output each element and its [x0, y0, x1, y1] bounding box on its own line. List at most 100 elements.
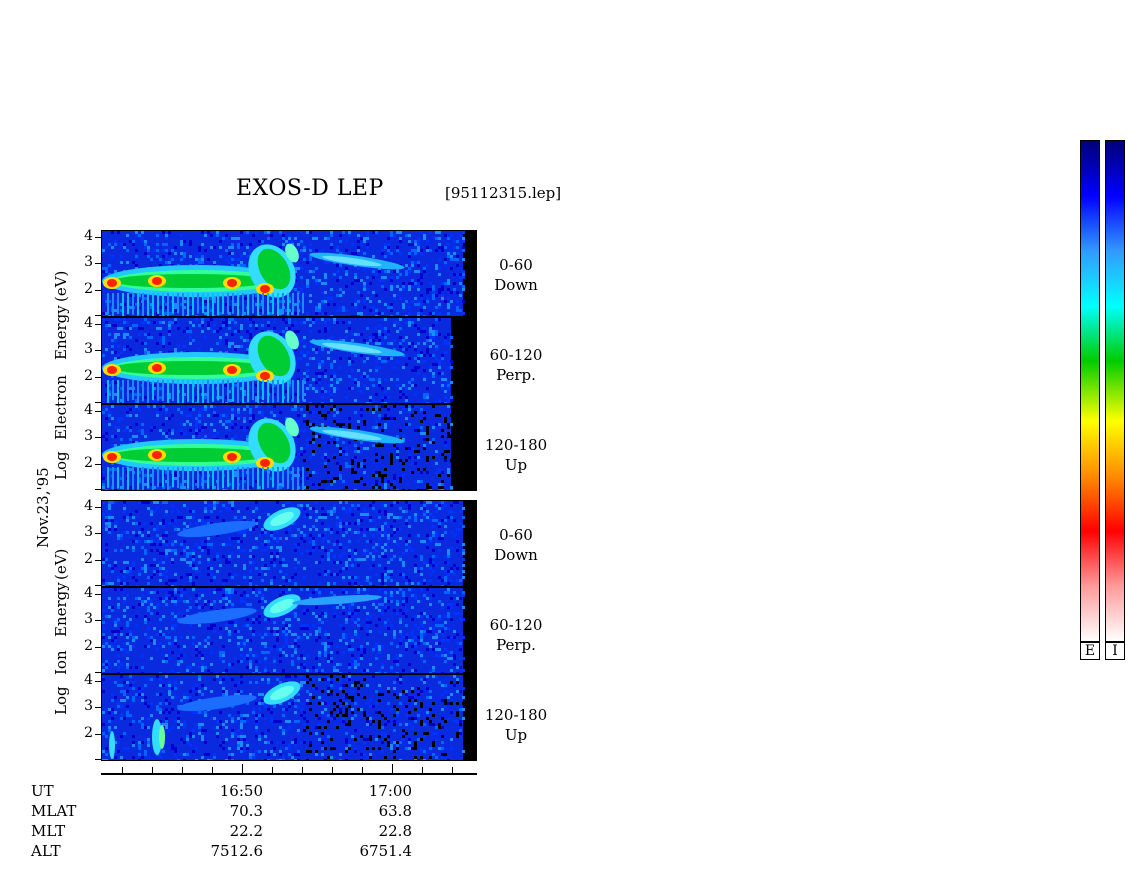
heatmap-cell	[135, 441, 138, 444]
heatmap-cell	[360, 588, 363, 591]
heatmap-cell	[201, 318, 204, 321]
heatmap-cell	[318, 366, 321, 369]
heatmap-cell	[450, 489, 453, 490]
heatmap-cell	[423, 327, 426, 330]
heatmap-cell	[324, 633, 327, 636]
flux-streak	[277, 293, 279, 316]
heatmap-cell	[123, 348, 126, 351]
heatmap-cell	[438, 486, 441, 489]
heatmap-cell	[423, 504, 426, 507]
heatmap-cell	[441, 246, 444, 249]
heatmap-cell	[228, 558, 231, 561]
heatmap-cell	[165, 417, 168, 420]
heatmap-cell	[351, 603, 354, 606]
heatmap-cell	[201, 663, 204, 666]
heatmap-cell	[450, 579, 453, 582]
heatmap-cell	[384, 474, 387, 477]
heatmap-cell	[447, 237, 450, 240]
heatmap-cell	[177, 618, 180, 621]
heatmap-cell	[414, 282, 417, 285]
heatmap-cell	[372, 486, 375, 489]
heatmap-cell	[135, 393, 138, 396]
heatmap-cell	[162, 534, 165, 537]
heatmap-cell	[384, 246, 387, 249]
heatmap-cell	[138, 294, 141, 297]
heatmap-cell	[213, 558, 216, 561]
heatmap-cell	[171, 549, 174, 552]
heatmap-cell	[174, 585, 177, 586]
heatmap-cell	[138, 471, 141, 474]
heatmap-cell	[360, 654, 363, 657]
heatmap-cell	[378, 312, 381, 315]
heatmap-cell	[399, 288, 402, 291]
heatmap-cell	[309, 540, 312, 543]
heatmap-cell	[183, 585, 186, 586]
heatmap-cell	[126, 633, 129, 636]
heatmap-cell	[138, 306, 141, 309]
heatmap-cell	[417, 246, 420, 249]
heatmap-cell	[330, 510, 333, 513]
heatmap-cell	[168, 681, 171, 684]
heatmap-cell	[219, 543, 222, 546]
heatmap-cell	[303, 321, 306, 324]
heatmap-cell	[342, 480, 345, 483]
heatmap-cell	[177, 717, 180, 720]
heatmap-cell	[228, 561, 231, 564]
heatmap-cell	[402, 474, 405, 477]
heatmap-cell	[339, 543, 342, 546]
heatmap-cell	[318, 573, 321, 576]
heatmap-cell	[153, 399, 156, 402]
heatmap-cell	[198, 474, 201, 477]
heatmap-cell	[366, 237, 369, 240]
heatmap-cell	[153, 639, 156, 642]
flux-streak	[122, 293, 124, 316]
heatmap-cell	[294, 573, 297, 576]
heatmap-cell	[162, 723, 165, 726]
heatmap-cell	[357, 582, 360, 585]
heatmap-cell	[396, 543, 399, 546]
heatmap-cell	[114, 726, 117, 729]
heatmap-cell	[381, 666, 384, 669]
heatmap-cell	[450, 414, 453, 417]
heatmap-cell	[186, 561, 189, 564]
heatmap-cell	[414, 384, 417, 387]
heatmap-cell	[414, 240, 417, 243]
y-tick	[95, 437, 101, 438]
heatmap-cell	[354, 576, 357, 579]
heatmap-cell	[390, 483, 393, 486]
heatmap-cell	[165, 234, 168, 237]
heatmap-cell	[213, 405, 216, 408]
heatmap-cell	[183, 312, 186, 315]
heatmap-cell	[438, 312, 441, 315]
heatmap-cell	[243, 657, 246, 660]
heatmap-cell	[144, 351, 147, 354]
electron-axis-species: Electron	[52, 375, 70, 440]
heatmap-cell	[114, 588, 117, 591]
heatmap-cell	[339, 546, 342, 549]
heatmap-cell	[123, 570, 126, 573]
heatmap-cell	[372, 600, 375, 603]
heatmap-cell	[447, 561, 450, 564]
heatmap-cell	[420, 354, 423, 357]
heatmap-cell	[132, 324, 135, 327]
heatmap-cell	[423, 507, 426, 510]
heatmap-cell	[204, 639, 207, 642]
heatmap-cell	[174, 471, 177, 474]
heatmap-cell	[390, 456, 393, 459]
heatmap-cell	[144, 540, 147, 543]
heatmap-cell	[348, 465, 351, 468]
heatmap-cell	[318, 363, 321, 366]
heatmap-cell	[384, 318, 387, 321]
heatmap-cell	[438, 549, 441, 552]
heatmap-cell	[402, 594, 405, 597]
flux-streak	[157, 467, 159, 488]
heatmap-cell	[222, 660, 225, 663]
heatmap-cell	[426, 393, 429, 396]
heatmap-cell	[309, 387, 312, 390]
heatmap-cell	[393, 636, 396, 639]
heatmap-cell	[123, 429, 126, 432]
heatmap-cell	[117, 702, 120, 705]
heatmap-cell	[117, 606, 120, 609]
heatmap-cell	[159, 618, 162, 621]
heatmap-cell	[402, 303, 405, 306]
